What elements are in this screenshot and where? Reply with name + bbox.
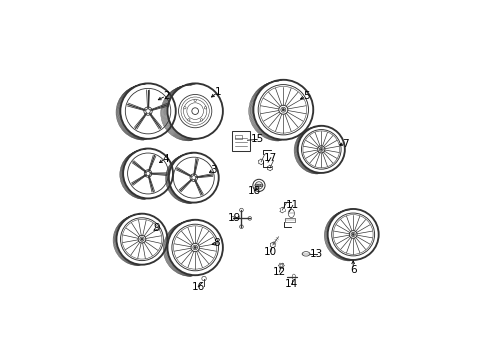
Circle shape (145, 113, 146, 114)
Text: 8: 8 (213, 238, 220, 248)
Text: 13: 13 (309, 249, 323, 259)
Text: 14: 14 (285, 279, 298, 288)
Bar (232, 131, 249, 150)
Circle shape (191, 179, 192, 180)
Text: 10: 10 (264, 247, 277, 257)
Text: 2: 2 (163, 91, 169, 101)
Text: 18: 18 (247, 186, 260, 196)
Text: 11: 11 (285, 201, 299, 210)
Text: 3: 3 (210, 165, 217, 175)
Bar (234, 135, 241, 139)
Circle shape (147, 108, 148, 109)
Circle shape (200, 119, 203, 121)
Circle shape (351, 233, 353, 235)
Circle shape (147, 170, 148, 171)
Circle shape (187, 119, 190, 121)
Circle shape (204, 107, 206, 109)
Circle shape (150, 172, 151, 173)
Circle shape (282, 108, 284, 111)
Text: 15: 15 (250, 134, 264, 144)
Circle shape (150, 110, 151, 111)
Text: 1: 1 (214, 87, 221, 97)
Circle shape (194, 99, 196, 102)
Text: 9: 9 (153, 223, 160, 233)
Circle shape (320, 148, 322, 150)
Text: 17: 17 (264, 153, 277, 163)
Circle shape (144, 110, 145, 111)
Circle shape (149, 113, 150, 114)
Circle shape (149, 175, 150, 176)
Text: 5: 5 (302, 91, 309, 102)
Text: 7: 7 (342, 139, 348, 149)
Text: 16: 16 (191, 282, 204, 292)
Circle shape (190, 176, 191, 177)
Text: 12: 12 (272, 267, 285, 277)
Text: 19: 19 (227, 213, 240, 223)
Bar (285, 218, 294, 222)
Circle shape (194, 246, 196, 249)
Circle shape (141, 238, 142, 240)
Circle shape (195, 179, 196, 180)
Circle shape (183, 107, 185, 109)
Text: 6: 6 (349, 265, 356, 275)
Text: 4: 4 (162, 154, 168, 164)
Circle shape (196, 176, 197, 177)
